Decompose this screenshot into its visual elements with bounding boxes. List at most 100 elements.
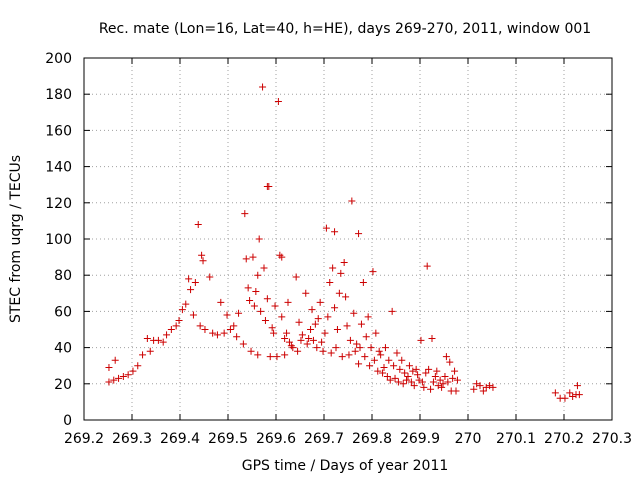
- x-tick-label: 269.4: [160, 431, 200, 447]
- data-point: [398, 356, 406, 364]
- data-point: [442, 353, 450, 361]
- data-point: [431, 373, 439, 381]
- data-point: [438, 383, 446, 391]
- data-point: [418, 378, 426, 386]
- data-point: [220, 329, 228, 337]
- data-point: [403, 376, 411, 384]
- data-point: [172, 322, 180, 330]
- data-point: [429, 378, 437, 386]
- data-point: [385, 356, 393, 364]
- data-point: [381, 344, 389, 352]
- data-point: [278, 313, 286, 321]
- data-point: [375, 347, 383, 355]
- data-point: [257, 307, 265, 315]
- data-point: [451, 367, 459, 375]
- data-point: [569, 392, 577, 400]
- data-point: [305, 335, 313, 343]
- data-point: [110, 376, 118, 384]
- y-tick-label: 200: [45, 51, 72, 67]
- data-point: [313, 344, 321, 352]
- x-tick-label: 270.3: [592, 431, 632, 447]
- data-point: [476, 382, 484, 390]
- y-tick-label: 140: [45, 160, 72, 176]
- data-point: [115, 374, 123, 382]
- y-axis: 0 20 40 60 80 100 120 140 160 180 200: [45, 51, 612, 429]
- data-point: [235, 309, 243, 317]
- data-point: [356, 344, 364, 352]
- data-point: [242, 255, 250, 263]
- data-point: [331, 304, 339, 312]
- x-tick-label: 270: [455, 431, 482, 447]
- data-point: [254, 271, 262, 279]
- y-axis-label: STEC from uqrg / TECUs: [8, 155, 24, 323]
- x-tick-label: 269.9: [400, 431, 440, 447]
- data-point: [209, 329, 217, 337]
- data-point: [182, 300, 190, 308]
- y-tick-label: 40: [54, 341, 72, 357]
- chart-title: Rec. mate (Lon=16, Lat=40, h=HE), days 2…: [99, 21, 591, 37]
- data-point: [247, 347, 255, 355]
- data-point: [332, 344, 340, 352]
- data-point: [401, 369, 409, 377]
- data-point: [482, 383, 490, 391]
- data-point: [308, 306, 316, 314]
- data-point: [486, 382, 494, 390]
- data-point: [287, 342, 295, 350]
- data-point: [196, 322, 204, 330]
- data-point: [357, 320, 365, 328]
- data-point: [189, 311, 197, 319]
- data-point: [470, 385, 478, 393]
- data-point: [324, 313, 332, 321]
- data-point: [250, 302, 258, 310]
- data-point: [284, 298, 292, 306]
- data-point: [346, 336, 354, 344]
- data-point: [321, 329, 329, 337]
- data-point: [422, 369, 430, 377]
- data-point: [383, 373, 391, 381]
- data-point: [369, 268, 377, 276]
- y-tick-label: 20: [54, 377, 72, 393]
- data-point: [239, 340, 247, 348]
- data-point: [327, 349, 335, 357]
- data-point: [423, 262, 431, 270]
- data-point: [355, 230, 363, 238]
- data-point: [393, 349, 401, 357]
- data-point: [361, 353, 369, 361]
- data-point: [415, 376, 423, 384]
- data-point: [439, 380, 447, 388]
- x-tick-label: 270.1: [496, 431, 536, 447]
- data-point: [362, 333, 370, 341]
- data-point: [333, 326, 341, 333]
- data-point: [575, 391, 583, 399]
- data-point: [359, 278, 367, 286]
- data-point: [412, 365, 420, 373]
- x-tick-label: 269.6: [256, 431, 296, 447]
- data-point: [410, 382, 418, 390]
- data-point: [433, 367, 441, 375]
- data-point: [233, 333, 241, 341]
- x-tick-label: 269.2: [64, 431, 104, 447]
- data-point: [404, 373, 412, 381]
- y-tick-label: 160: [45, 123, 72, 139]
- data-point: [223, 311, 231, 319]
- x-tick-label: 269.7: [304, 431, 344, 447]
- data-point: [244, 284, 252, 292]
- data-point: [271, 302, 279, 310]
- data-point: [489, 383, 497, 391]
- data-point: [434, 382, 442, 390]
- data-point: [326, 278, 334, 286]
- data-point: [261, 316, 269, 324]
- data-point: [399, 380, 407, 388]
- data-point: [366, 362, 374, 370]
- x-tick-label: 269.5: [208, 431, 248, 447]
- x-axis: 269.2 269.3 269.4 269.5 269.6 269.7 269.8 269.9…: [64, 58, 632, 447]
- data-series-stec: [105, 83, 583, 402]
- data-point: [350, 309, 358, 317]
- data-point: [351, 347, 359, 355]
- data-point: [372, 329, 380, 337]
- x-tick-label: 269.8: [352, 431, 392, 447]
- data-point: [254, 351, 262, 359]
- data-point: [105, 364, 113, 372]
- data-point: [281, 335, 289, 343]
- data-point: [420, 383, 428, 391]
